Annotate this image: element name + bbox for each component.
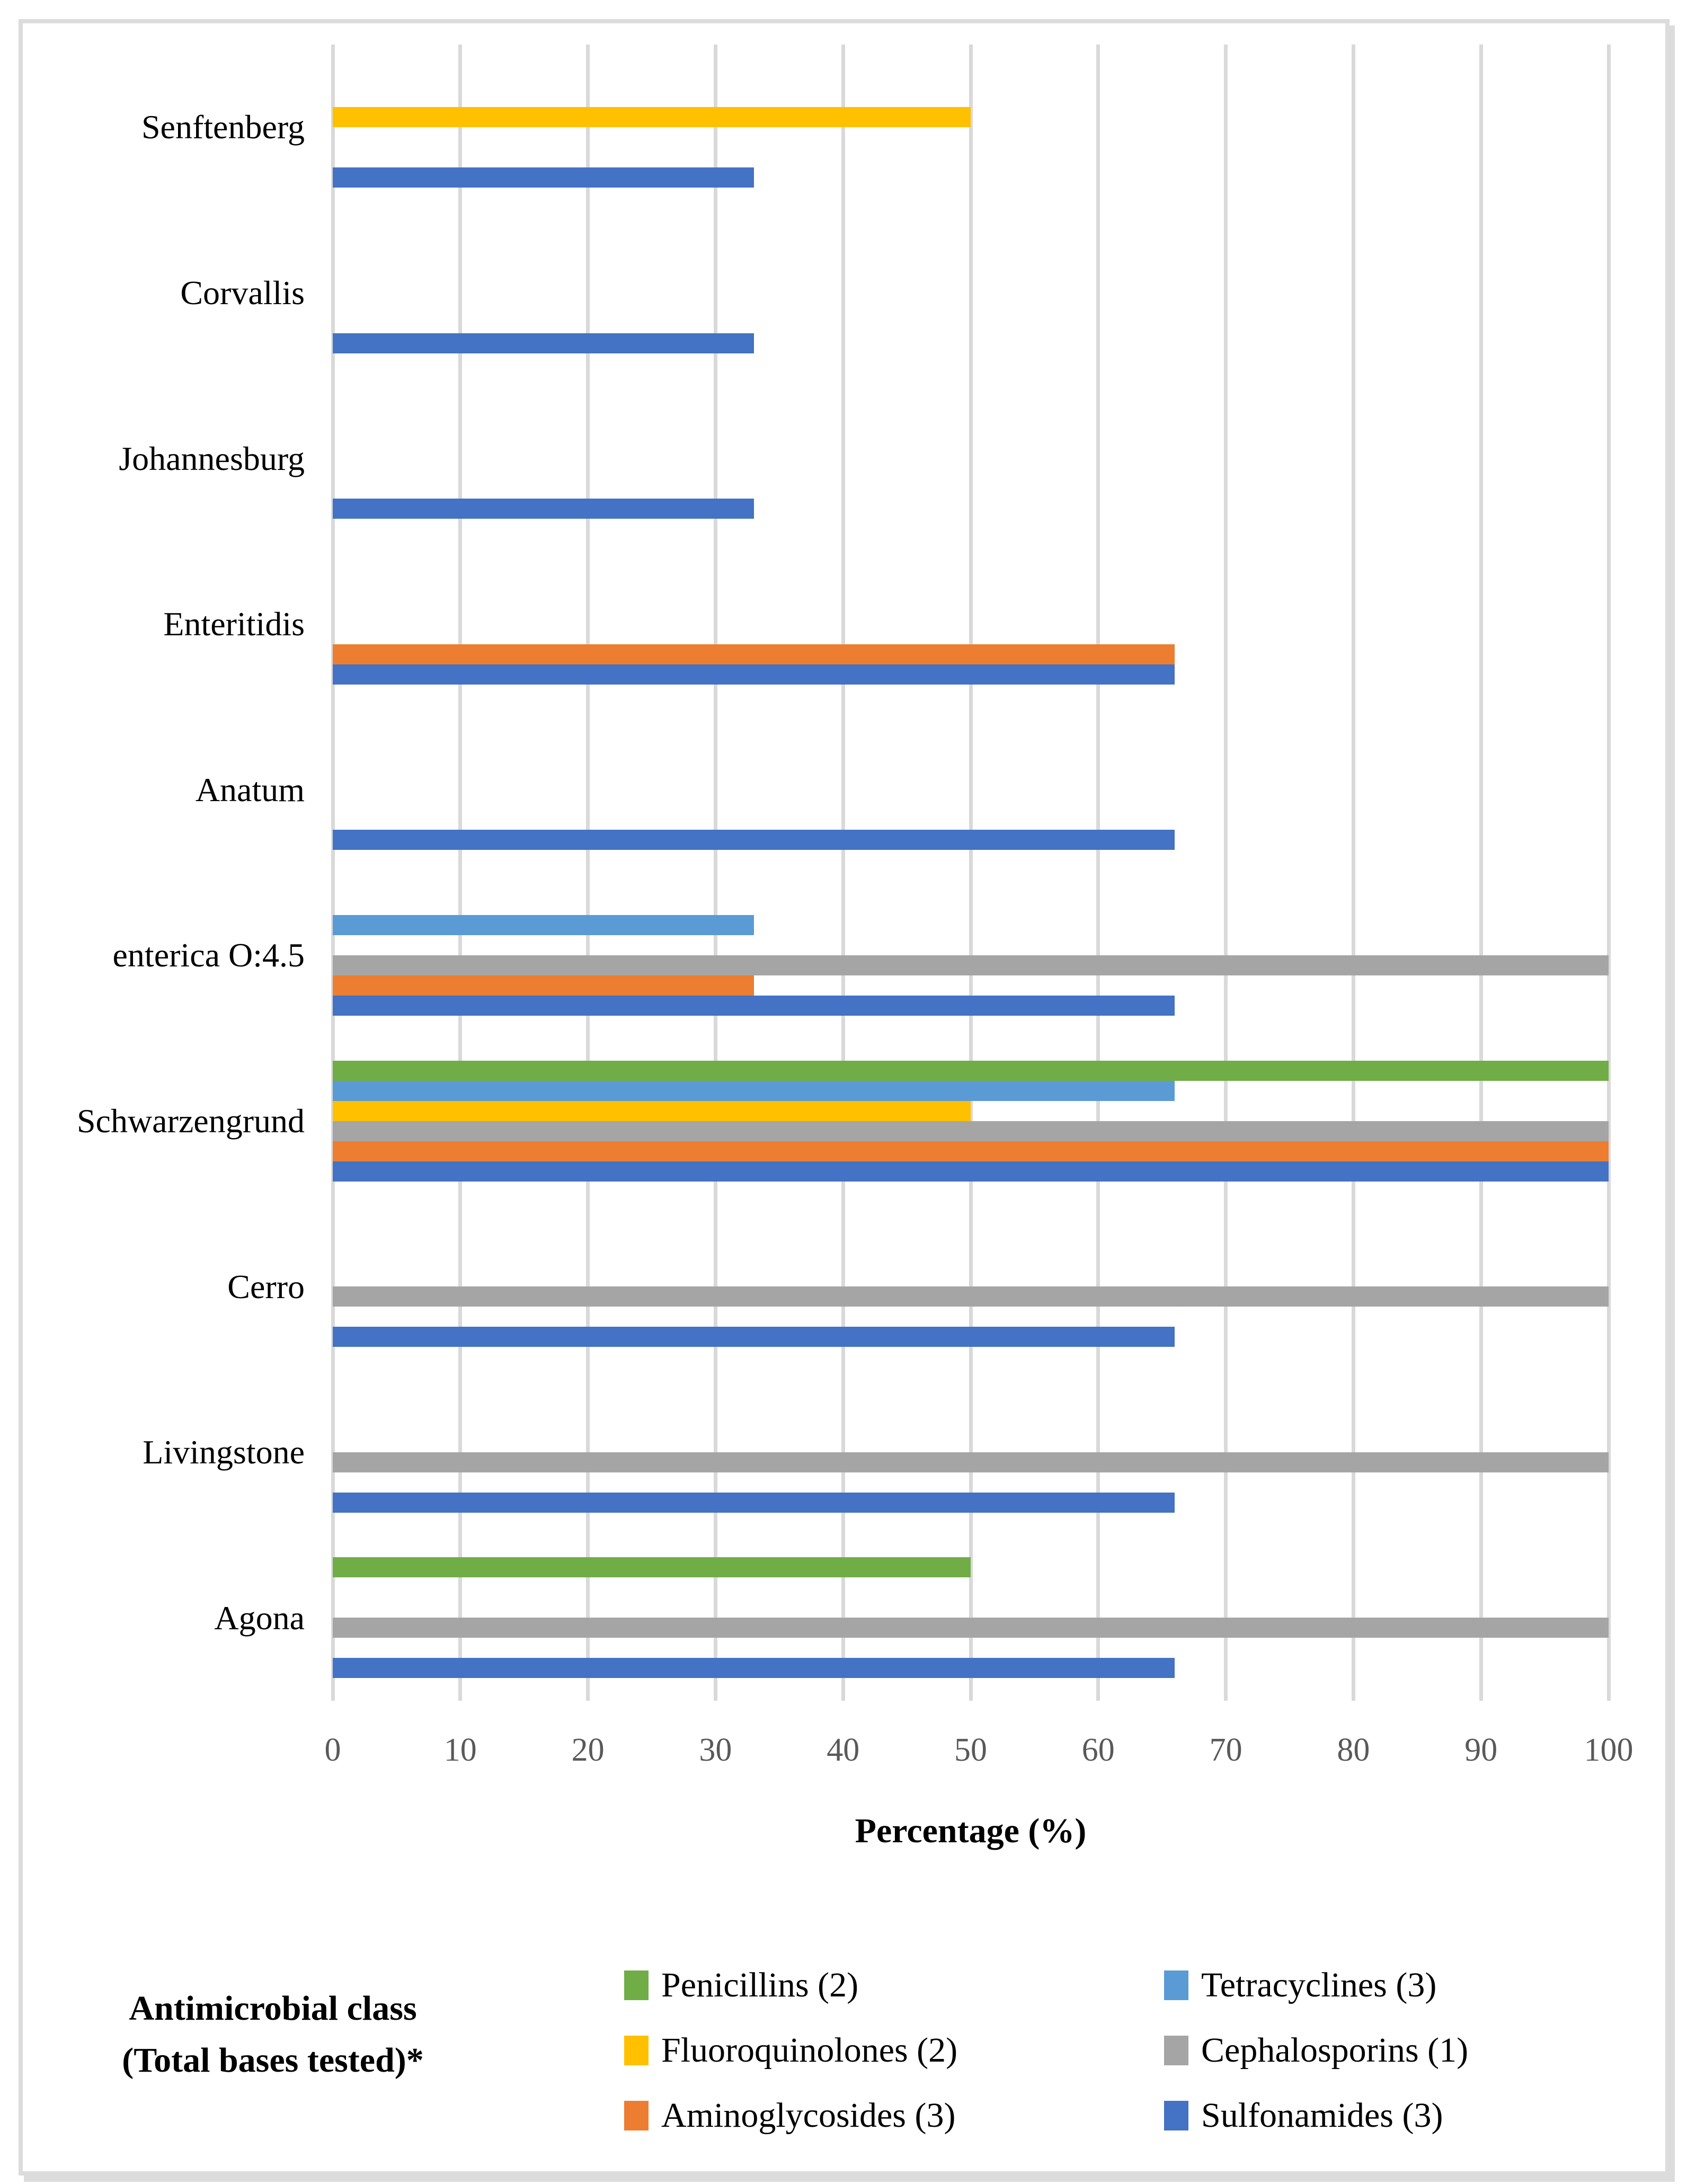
x-tick-label-40: 40	[827, 1732, 860, 1768]
gridline-30	[713, 45, 717, 1701]
bar-penicillins-agona	[333, 1557, 971, 1578]
bar-sulfonamides-cerro	[333, 1327, 1175, 1347]
gridline-80	[1351, 45, 1355, 1701]
x-tick-label-0: 0	[324, 1732, 341, 1768]
x-tick-label-80: 80	[1337, 1732, 1370, 1768]
bar-sulfonamides-schwarzengrund	[333, 1161, 1609, 1182]
category-label-enterica-o-4.5: enterica O:4.5	[112, 936, 305, 974]
gridline-20	[586, 45, 590, 1701]
legend-swatch-tetracyclines	[1164, 1970, 1188, 2000]
bar-sulfonamides-livingstone	[333, 1492, 1175, 1513]
category-label-anatum: Anatum	[195, 770, 305, 809]
legend-item-cephalosporins: Cephalosporins (1)	[1164, 2031, 1468, 2070]
gridline-40	[841, 45, 845, 1701]
legend-label-sulfonamides: Sulfonamides (3)	[1201, 2096, 1443, 2135]
x-tick-label-100: 100	[1584, 1732, 1633, 1768]
legend-item-tetracyclines: Tetracyclines (3)	[1164, 1966, 1436, 2004]
legend-swatch-penicillins	[624, 1970, 649, 2000]
legend-title-line1: Antimicrobial class	[129, 1989, 417, 2028]
x-tick-label-50: 50	[954, 1732, 987, 1768]
category-label-livingstone: Livingstone	[143, 1433, 305, 1471]
gridline-60	[1096, 45, 1100, 1701]
gridline-100	[1606, 45, 1611, 1701]
legend-label-cephalosporins: Cephalosporins (1)	[1201, 2031, 1469, 2070]
legend-label-fluoroquinolones: Fluoroquinolones (2)	[661, 2031, 958, 2070]
x-tick-label-10: 10	[443, 1732, 477, 1768]
bar-cephalosporins-enterica-o-4.5	[333, 955, 1609, 975]
x-tick-label-60: 60	[1081, 1732, 1115, 1768]
bar-aminoglycosides-enterica-o-4.5	[333, 975, 754, 996]
category-label-senftenberg: Senftenberg	[141, 108, 305, 146]
bar-sulfonamides-senftenberg	[333, 167, 754, 188]
legend-title: Antimicrobial class (Total bases tested)…	[50, 1983, 495, 2087]
category-label-schwarzengrund: Schwarzengrund	[76, 1102, 305, 1140]
bar-sulfonamides-anatum	[333, 830, 1175, 850]
bar-sulfonamides-agona	[333, 1658, 1175, 1679]
x-axis-title: Percentage (%)	[855, 1812, 1087, 1850]
legend-swatch-aminoglycosides	[624, 2101, 649, 2130]
legend-item-penicillins: Penicillins (2)	[624, 1966, 858, 2004]
category-label-corvallis: Corvallis	[180, 273, 305, 312]
gridline-50	[969, 45, 973, 1701]
legend-swatch-cephalosporins	[1164, 2036, 1188, 2065]
legend-swatch-fluoroquinolones	[624, 2036, 649, 2065]
bar-cephalosporins-agona	[333, 1618, 1609, 1638]
bar-tetracyclines-enterica-o-4.5	[333, 915, 754, 935]
legend-title-line2: (Total bases tested)*	[122, 2041, 424, 2080]
category-label-agona: Agona	[214, 1599, 305, 1637]
gridline-10	[458, 45, 463, 1701]
plot-area	[331, 45, 1611, 1701]
x-tick-label-90: 90	[1464, 1732, 1498, 1768]
bar-aminoglycosides-enteritidis	[333, 644, 1175, 664]
legend-item-sulfonamides: Sulfonamides (3)	[1164, 2096, 1443, 2135]
bar-cephalosporins-schwarzengrund	[333, 1121, 1609, 1141]
legend-swatch-sulfonamides	[1164, 2101, 1188, 2130]
legend-label-aminoglycosides: Aminoglycosides (3)	[661, 2096, 956, 2135]
category-label-enteritidis: Enteritidis	[163, 605, 305, 643]
bar-tetracyclines-schwarzengrund	[333, 1080, 1175, 1101]
legend-label-penicillins: Penicillins (2)	[661, 1966, 859, 2004]
bar-fluoroquinolones-senftenberg	[333, 107, 971, 127]
gridline-70	[1224, 45, 1228, 1701]
x-tick-label-30: 30	[699, 1732, 732, 1768]
category-label-johannesburg: Johannesburg	[119, 439, 305, 477]
bar-sulfonamides-johannesburg	[333, 499, 754, 519]
legend-item-fluoroquinolones: Fluoroquinolones (2)	[624, 2031, 957, 2070]
legend-label-tetracyclines: Tetracyclines (3)	[1201, 1966, 1437, 2004]
bar-sulfonamides-corvallis	[333, 333, 754, 353]
bar-sulfonamides-enteritidis	[333, 664, 1175, 685]
bar-fluoroquinolones-schwarzengrund	[333, 1100, 971, 1121]
category-label-cerro: Cerro	[227, 1267, 305, 1306]
bar-penicillins-schwarzengrund	[333, 1060, 1609, 1081]
bar-sulfonamides-enterica-o-4.5	[333, 996, 1175, 1016]
x-tick-label-70: 70	[1209, 1732, 1242, 1768]
bar-aminoglycosides-schwarzengrund	[333, 1141, 1609, 1161]
legend-item-aminoglycosides: Aminoglycosides (3)	[624, 2096, 955, 2135]
bar-cephalosporins-livingstone	[333, 1452, 1609, 1472]
gridline-0	[331, 45, 335, 1701]
x-tick-label-20: 20	[571, 1732, 605, 1768]
gridline-90	[1479, 45, 1483, 1701]
bar-cephalosporins-cerro	[333, 1286, 1609, 1307]
